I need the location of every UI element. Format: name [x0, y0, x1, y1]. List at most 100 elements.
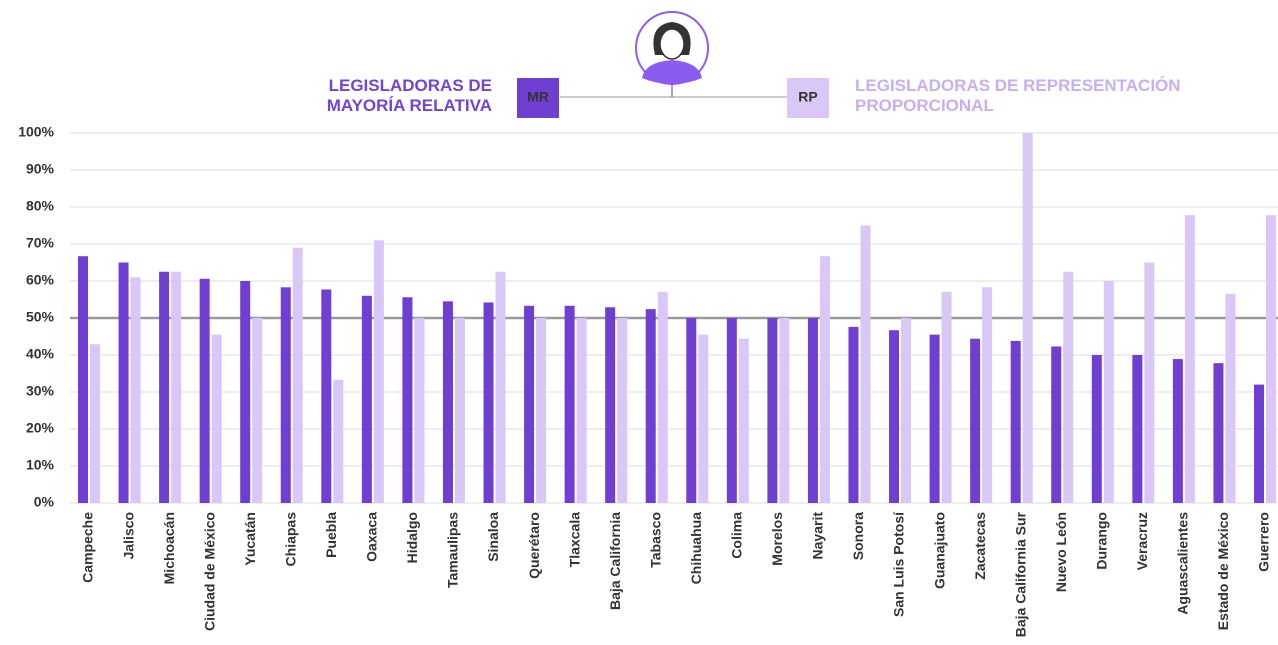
- y-tick-label: 10%: [26, 457, 55, 473]
- y-tick-label: 50%: [26, 309, 55, 325]
- bar: [1254, 385, 1264, 503]
- x-tick-label: Michoacán: [161, 512, 177, 584]
- bar: [1063, 272, 1073, 503]
- x-tick-label: Chiapas: [282, 512, 298, 567]
- bar: [496, 272, 506, 503]
- bar: [1144, 263, 1154, 504]
- x-tick-label: Aguascalientes: [1175, 512, 1191, 615]
- bar: [767, 318, 777, 503]
- bar: [820, 256, 830, 503]
- x-tick-label: Colima: [729, 512, 745, 559]
- y-tick-label: 40%: [26, 346, 55, 362]
- x-tick-label: Baja California Sur: [1012, 511, 1028, 637]
- x-tick-label: Yucatán: [242, 512, 258, 566]
- bar: [605, 307, 615, 503]
- y-tick-label: 100%: [18, 124, 54, 140]
- x-tick-label: Puebla: [323, 512, 339, 558]
- y-tick-label: 20%: [26, 420, 55, 436]
- x-tick-label: Campeche: [80, 512, 96, 583]
- bar: [930, 335, 940, 503]
- bar: [252, 318, 262, 503]
- bar: [402, 297, 412, 503]
- bar: [171, 272, 181, 503]
- bar: [159, 272, 169, 503]
- bar: [536, 318, 546, 503]
- bar: [362, 296, 372, 503]
- bar: [119, 263, 129, 504]
- bar: [1104, 281, 1114, 503]
- y-tick-label: 30%: [26, 383, 55, 399]
- bar: [293, 248, 303, 503]
- bar: [889, 330, 899, 503]
- x-tick-label: Oaxaca: [364, 512, 380, 562]
- x-tick-label: Durango: [1093, 512, 1109, 570]
- bar: [1011, 341, 1021, 503]
- x-tick-label: Ciudad de México: [201, 512, 217, 631]
- y-tick-label: 60%: [26, 272, 55, 288]
- bar: [414, 318, 424, 503]
- bar: [240, 281, 250, 503]
- x-tick-label: Baja California: [607, 512, 623, 610]
- x-tick-label: Sinaloa: [485, 512, 501, 562]
- bar: [565, 306, 575, 503]
- bar: [1092, 355, 1102, 503]
- bar: [808, 318, 818, 503]
- bar: [982, 287, 992, 503]
- x-tick-label: Morelos: [769, 512, 785, 566]
- bar: [942, 292, 952, 503]
- x-tick-label: Tlaxcala: [566, 512, 582, 567]
- x-tick-label: Nuevo León: [1053, 512, 1069, 592]
- bar: [455, 318, 465, 503]
- y-tick-label: 80%: [26, 198, 55, 214]
- x-tick-label: Guanajuato: [931, 512, 947, 589]
- bar: [1051, 346, 1061, 503]
- bar: [131, 277, 141, 503]
- bar: [374, 240, 384, 503]
- bar: [443, 301, 453, 503]
- bar: [646, 309, 656, 503]
- legend-short: MR: [527, 89, 549, 105]
- x-tick-label: Jalisco: [120, 512, 136, 559]
- x-tick-label: Estado de México: [1215, 512, 1231, 630]
- bar: [1213, 363, 1223, 503]
- x-tick-label: Chihuahua: [688, 512, 704, 585]
- x-tick-label: Sonora: [850, 512, 866, 560]
- bar: [698, 335, 708, 503]
- bar: [321, 290, 331, 503]
- bar: [524, 306, 534, 503]
- bar: [658, 292, 668, 503]
- bar: [1185, 215, 1195, 503]
- bar: [78, 256, 88, 503]
- bar: [1225, 294, 1235, 503]
- x-tick-label: Nayarit: [810, 512, 826, 560]
- page: {"chart_data": {"type": "bar", "categori…: [0, 0, 1278, 645]
- y-tick-label: 0%: [34, 494, 55, 510]
- x-tick-label: Tamaulipas: [445, 512, 461, 588]
- bar: [281, 287, 291, 503]
- bar: [970, 339, 980, 503]
- avatar: [560, 12, 790, 97]
- x-tick-label: San Luis Potosí: [891, 511, 907, 617]
- x-tick-label: Hidalgo: [404, 512, 420, 563]
- bar: [848, 327, 858, 503]
- x-tick-label: Guerrero: [1256, 512, 1272, 572]
- bar: [727, 318, 737, 503]
- bar: [1173, 359, 1183, 503]
- bar: [212, 335, 222, 503]
- y-tick-label: 90%: [26, 161, 55, 177]
- bar: [484, 302, 494, 503]
- bar: [860, 226, 870, 504]
- bar: [577, 318, 587, 503]
- bar: [617, 318, 627, 503]
- bar: [779, 318, 789, 503]
- bar: [1023, 133, 1033, 503]
- bar: [686, 318, 696, 503]
- bar: [1132, 355, 1142, 503]
- legend-label: LEGISLADORAS DE MAYORÍA RELATIVA: [292, 76, 492, 116]
- bar: [901, 318, 911, 503]
- x-tick-label: Tabasco: [647, 512, 663, 568]
- bar: [1266, 215, 1276, 503]
- x-tick-label: Veracruz: [1134, 512, 1150, 570]
- bar: [200, 279, 210, 503]
- bar: [333, 380, 343, 503]
